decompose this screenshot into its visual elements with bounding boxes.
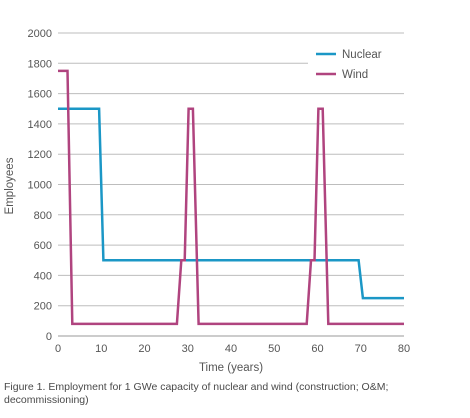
y-tick-label: 800 <box>34 210 52 222</box>
legend: Nuclear Wind <box>308 42 410 86</box>
x-tick-label: 0 <box>55 343 61 355</box>
x-tick-label: 60 <box>311 343 323 355</box>
x-axis-label: Time (years) <box>199 362 263 374</box>
y-tick-label: 1600 <box>28 89 52 101</box>
figure-caption: Figure 1. Employment for 1 GWe capacity … <box>4 381 389 406</box>
legend-label: Nuclear <box>342 49 382 61</box>
line-chart: 0 200 400 600 800 1000 1200 1400 1600 1800 2000 0 1… <box>4 28 410 374</box>
x-tick-label: 30 <box>182 343 194 355</box>
x-tick-label: 20 <box>138 343 150 355</box>
y-tick-label: 200 <box>34 301 52 313</box>
y-tick-label: 0 <box>46 331 52 343</box>
x-tick-label: 50 <box>268 343 280 355</box>
series-line-nuclear <box>58 107 404 300</box>
x-tick-label: 10 <box>95 343 107 355</box>
x-tick-label: 80 <box>398 343 410 355</box>
legend-background <box>308 42 410 86</box>
x-tick-label: 40 <box>225 343 237 355</box>
x-tick-labels: 0 10 20 30 40 50 60 70 80 <box>55 343 410 355</box>
y-tick-label: 1800 <box>28 58 52 70</box>
y-tick-label: 2000 <box>28 28 52 40</box>
y-tick-labels: 0 200 400 600 800 1000 1200 1400 1600 1800 2000 <box>28 28 52 343</box>
x-tick-label: 70 <box>355 343 367 355</box>
y-tick-label: 1400 <box>28 119 52 131</box>
y-tick-label: 600 <box>34 240 52 252</box>
legend-label: Wind <box>342 69 368 81</box>
y-axis-label: Employees <box>4 157 16 214</box>
series-line-wind <box>58 69 404 326</box>
y-tick-label: 1000 <box>28 180 52 192</box>
series-lines <box>58 69 404 326</box>
y-tick-label: 400 <box>34 270 52 282</box>
y-tick-label: 1200 <box>28 149 52 161</box>
